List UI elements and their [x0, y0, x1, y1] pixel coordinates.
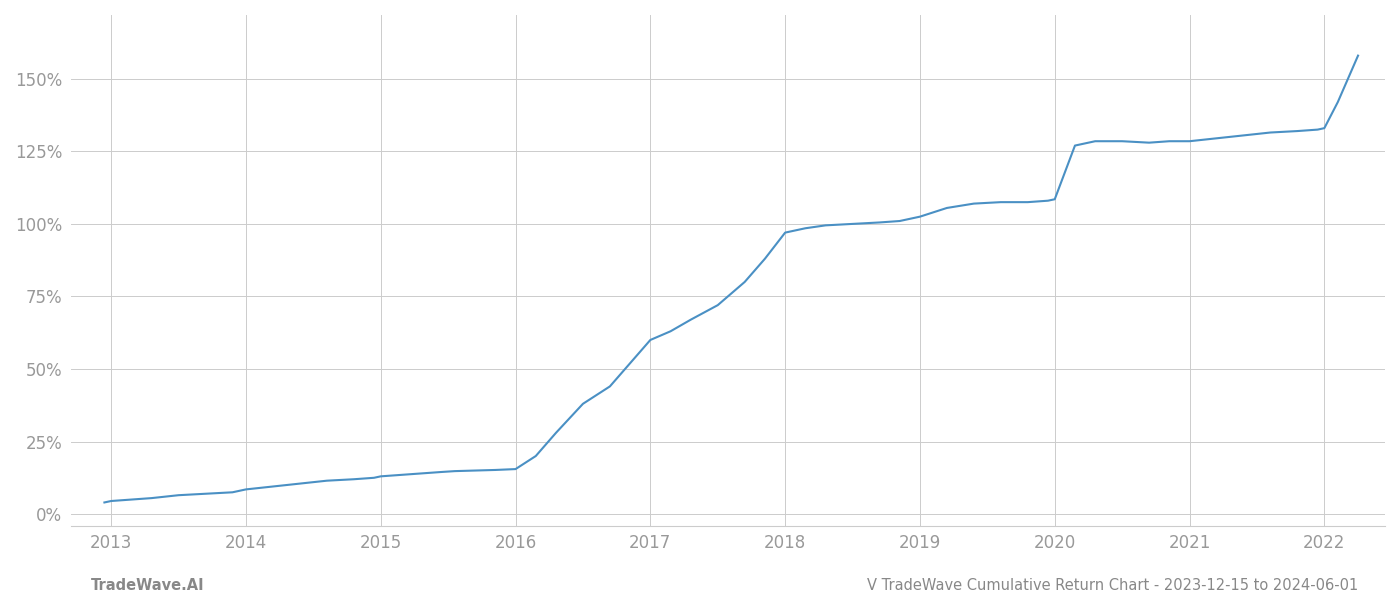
- Text: TradeWave.AI: TradeWave.AI: [91, 578, 204, 593]
- Text: V TradeWave Cumulative Return Chart - 2023-12-15 to 2024-06-01: V TradeWave Cumulative Return Chart - 20…: [867, 578, 1358, 593]
